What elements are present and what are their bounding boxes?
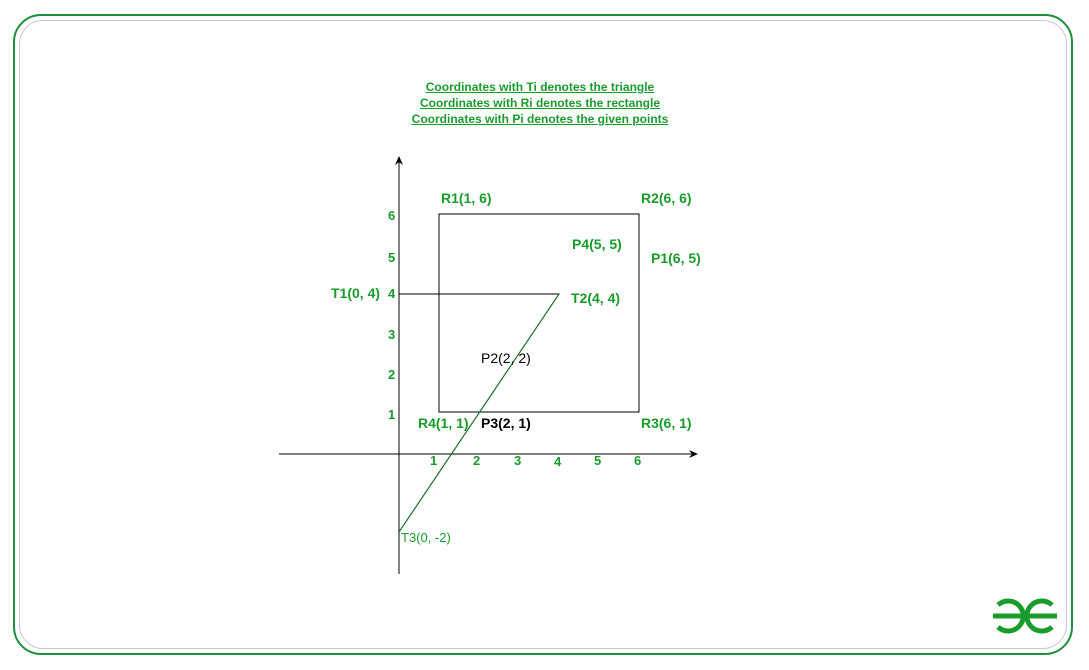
x-tick-1: 1 — [430, 453, 437, 468]
y-tick-3: 3 — [388, 327, 395, 342]
label-r3: R3(6, 1) — [641, 415, 692, 431]
label-t1: T1(0, 4) — [331, 285, 380, 301]
label-p1: P1(6, 5) — [651, 250, 701, 266]
y-tick-1: 1 — [388, 407, 395, 422]
label-t2: T2(4, 4) — [571, 290, 620, 306]
y-tick-6: 6 — [388, 208, 395, 223]
legend-triangle: Coordinates with Ti denotes the triangle — [425, 80, 655, 94]
label-t3: T3(0, -2) — [401, 530, 451, 545]
triangle-hypotenuse — [398, 293, 560, 533]
inner-frame — [19, 20, 1067, 649]
legend-notes: Coordinates with Ti denotes the triangle… — [0, 79, 1080, 127]
x-tick-4: 4 — [554, 454, 562, 469]
rectangle-shape — [438, 213, 640, 413]
label-r4: R4(1, 1) — [418, 415, 469, 431]
y-tick-2: 2 — [388, 367, 395, 382]
legend-rectangle: Coordinates with Ri denotes the rectangl… — [419, 96, 661, 110]
y-tick-4: 4 — [388, 286, 396, 301]
label-p4: P4(5, 5) — [572, 236, 622, 252]
outer-frame — [13, 14, 1073, 655]
x-tick-2: 2 — [473, 453, 480, 468]
gfg-logo-icon — [993, 598, 1057, 634]
x-tick-5: 5 — [594, 453, 601, 468]
label-r1: R1(1, 6) — [441, 190, 492, 206]
y-tick-5: 5 — [388, 250, 395, 265]
legend-points: Coordinates with Pi denotes the given po… — [411, 112, 669, 126]
x-tick-3: 3 — [514, 453, 521, 468]
label-p2: P2(2, 2) — [481, 350, 531, 366]
x-tick-6: 6 — [634, 453, 641, 468]
label-r2: R2(6, 6) — [641, 190, 692, 206]
label-p3: P3(2, 1) — [481, 415, 531, 431]
